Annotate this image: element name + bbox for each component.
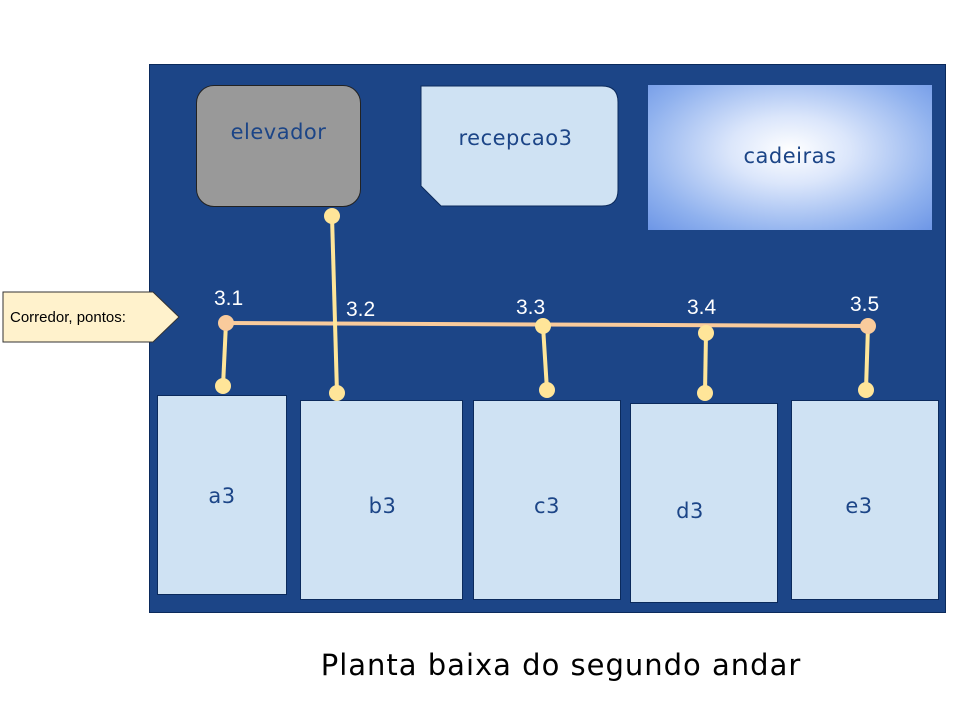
office-a3-label: a3 bbox=[208, 484, 236, 508]
corridor-callout-label: Corredor, pontos: bbox=[10, 309, 126, 326]
connector-e3 bbox=[864, 325, 870, 391]
corridor-callout bbox=[2, 291, 180, 343]
office-b3-node bbox=[329, 385, 345, 401]
office-d3: d3 bbox=[630, 403, 778, 603]
office-e3-label: e3 bbox=[845, 494, 873, 518]
corridor-node-3-3 bbox=[535, 318, 551, 334]
point-label-3-4: 3.4 bbox=[687, 296, 717, 319]
corridor-node-3-1 bbox=[218, 315, 234, 331]
chairs-area: cadeiras bbox=[647, 84, 933, 231]
reception-label: recepcao3 bbox=[458, 126, 573, 150]
office-b3: b3 bbox=[300, 400, 463, 600]
elevator-label: elevador bbox=[230, 120, 327, 144]
point-label-3-3: 3.3 bbox=[516, 296, 546, 319]
reception-room: recepcao3 bbox=[420, 85, 619, 207]
point-label-3-2: 3.2 bbox=[346, 298, 376, 321]
office-b3-label: b3 bbox=[368, 494, 397, 518]
office-a3: a3 bbox=[157, 395, 287, 595]
reception-shape bbox=[420, 85, 619, 207]
office-e3-node bbox=[858, 382, 874, 398]
office-a3-node bbox=[215, 378, 231, 394]
office-d3-node bbox=[697, 385, 713, 401]
point-label-3-1: 3.1 bbox=[214, 287, 244, 310]
connector-a3 bbox=[221, 322, 228, 387]
office-e3: e3 bbox=[791, 400, 939, 600]
chairs-label: cadeiras bbox=[743, 143, 837, 168]
office-c3-node bbox=[539, 382, 555, 398]
elevator-node bbox=[324, 208, 340, 224]
office-c3: c3 bbox=[473, 400, 621, 600]
connector-elevator-b3 bbox=[330, 215, 339, 394]
connector-c3 bbox=[541, 325, 549, 391]
point-label-3-5: 3.5 bbox=[850, 293, 880, 316]
corridor-node-3-4 bbox=[698, 325, 714, 341]
elevator-room: elevador bbox=[196, 85, 361, 207]
connector-d3 bbox=[703, 332, 708, 394]
office-c3-label: c3 bbox=[534, 494, 560, 518]
corridor-node-3-5 bbox=[860, 318, 876, 334]
page-caption: Planta baixa do segundo andar bbox=[320, 648, 802, 682]
office-d3-label: d3 bbox=[676, 499, 704, 523]
